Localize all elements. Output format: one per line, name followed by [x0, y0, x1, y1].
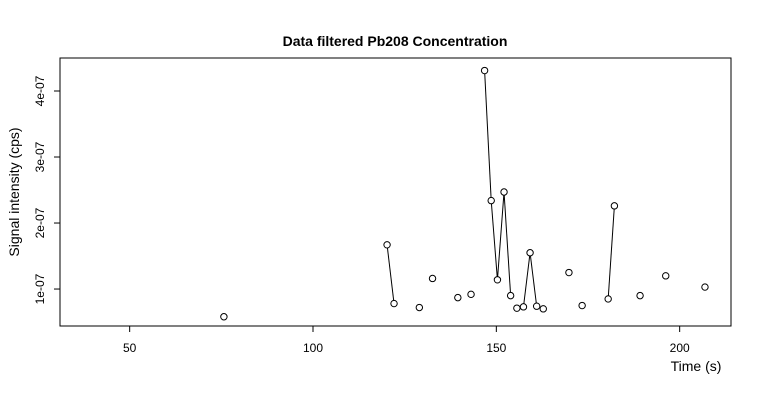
data-point	[487, 196, 495, 205]
series-line-segment	[607, 205, 615, 299]
data-point	[383, 241, 391, 249]
data-point	[565, 268, 573, 277]
x-tick-label: 100	[303, 341, 323, 355]
y-tick-label: 3e-07	[33, 141, 47, 172]
y-axis-label: Signal intensity (cps)	[6, 127, 22, 256]
data-point	[662, 272, 670, 280]
series-line-segment	[496, 191, 505, 280]
data-point	[610, 202, 619, 210]
data-point	[500, 188, 508, 196]
x-tick-label: 150	[486, 341, 506, 355]
series-line-segment	[529, 252, 538, 307]
x-axis-label: Time (s)	[671, 358, 722, 374]
series-line-segment	[484, 70, 492, 201]
series-line-segment	[522, 252, 531, 307]
data-point	[390, 299, 398, 308]
x-tick-label: 50	[123, 341, 137, 355]
data-point	[513, 304, 521, 312]
data-point	[454, 293, 462, 302]
y-axis: 1e-07 2e-07 3e-07 4e-07	[33, 75, 60, 304]
x-tick-label: 200	[670, 341, 690, 355]
data-point	[519, 303, 528, 311]
data-point	[604, 295, 612, 303]
data-point	[701, 283, 709, 291]
series-lines	[386, 70, 615, 307]
data-point	[415, 303, 424, 312]
data-point	[467, 290, 475, 299]
series-line-segment	[490, 200, 498, 280]
data-point	[636, 291, 644, 300]
y-tick-label: 2e-07	[33, 207, 47, 238]
data-point	[220, 313, 228, 321]
series-line-segment	[503, 191, 512, 296]
data-point	[493, 276, 502, 284]
y-tick-label: 1e-07	[33, 273, 47, 304]
chart-title: Data filtered Pb208 Concentration	[283, 33, 508, 49]
x-axis: 50 100 150 200	[123, 326, 690, 355]
data-point	[526, 249, 534, 257]
data-point	[480, 66, 489, 75]
data-point	[532, 302, 541, 310]
y-tick-label: 4e-07	[33, 75, 47, 106]
series-line-segment	[386, 244, 395, 304]
data-point	[506, 291, 515, 300]
series-points	[220, 66, 709, 321]
data-point	[428, 274, 437, 283]
data-point	[539, 305, 547, 313]
data-point	[578, 301, 586, 310]
plot-frame	[59, 57, 732, 327]
